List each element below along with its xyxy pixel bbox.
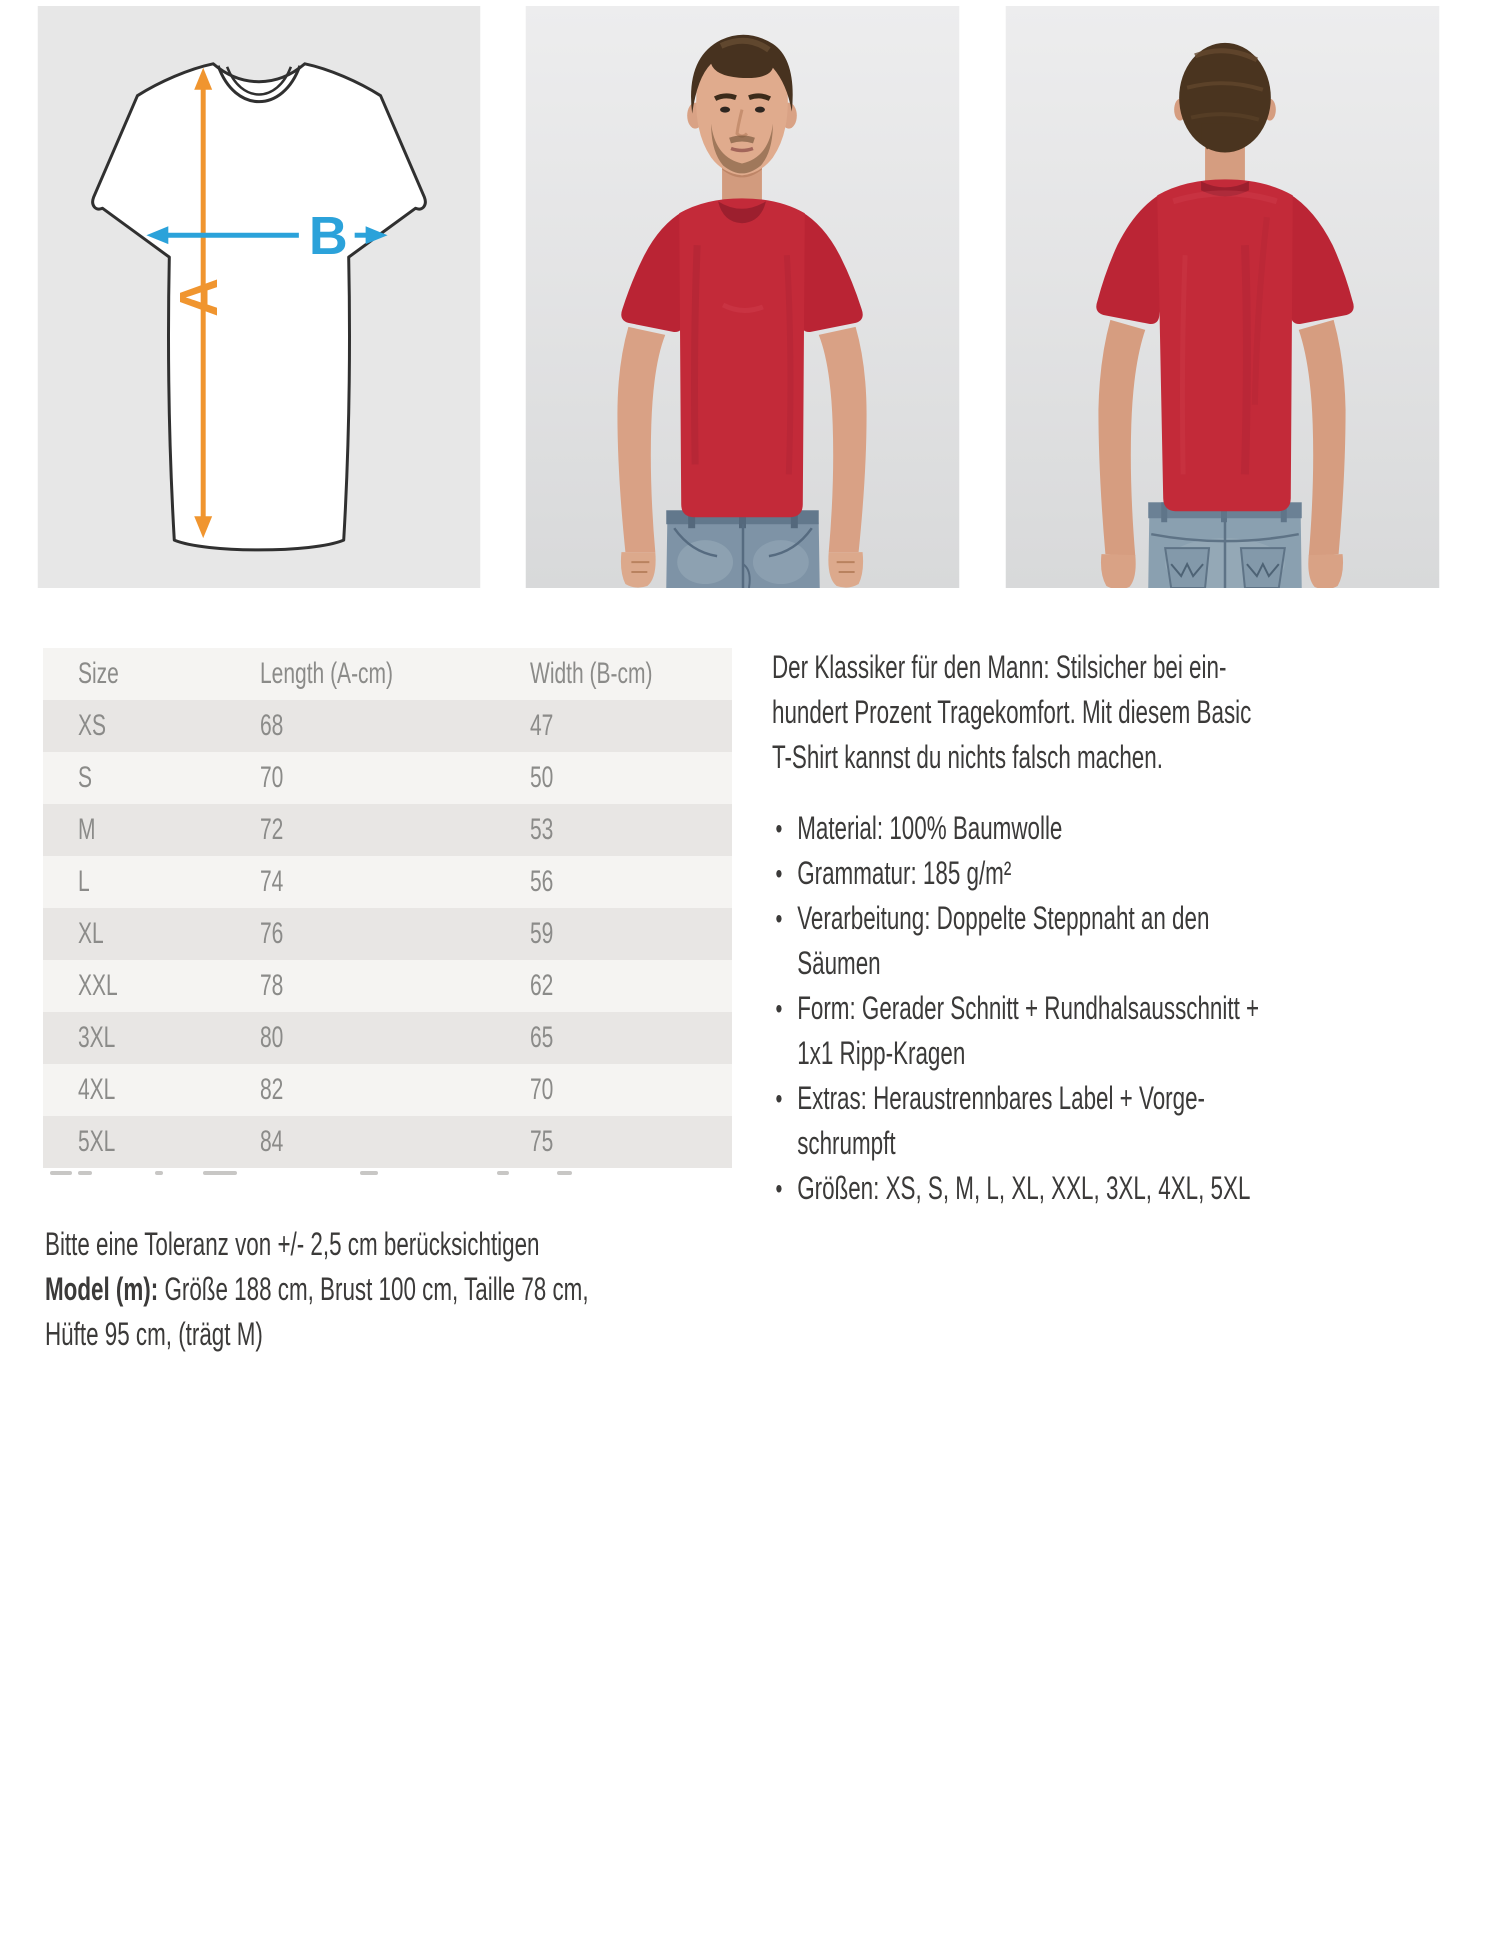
spec-item-extras: • Extras: Heraustrennbares Label + Vorge… bbox=[772, 1076, 1262, 1166]
width-cell: 65 bbox=[530, 1021, 554, 1054]
model-note-text: Größe 188 cm, Brust 100 cm, Taille 78 cm… bbox=[45, 1271, 589, 1352]
pocket-stitch-icon bbox=[1170, 561, 1204, 578]
model-front-illustration bbox=[525, 6, 960, 588]
description-paragraph: Der Klassiker für den Mann: Stilsicher b… bbox=[772, 649, 1252, 775]
product-description: Der Klassiker für den Mann: Stilsicher b… bbox=[772, 645, 1262, 1211]
length-cell: 68 bbox=[260, 709, 284, 742]
spec-text: Größen: XS, S, M, L, XL, XXL, 3XL, 4XL, … bbox=[797, 1170, 1251, 1206]
width-label-b: B bbox=[309, 206, 348, 266]
width-cell: 70 bbox=[530, 1073, 554, 1106]
length-label-a: A bbox=[169, 278, 229, 317]
bullet-icon: • bbox=[775, 1173, 783, 1204]
size-cell: M bbox=[78, 813, 96, 846]
spec-item-groessen: • Größen: XS, S, M, L, XL, XXL, 3XL, 4XL… bbox=[772, 1166, 1262, 1211]
length-cell: 84 bbox=[260, 1125, 284, 1158]
measurement-arrow-a-icon: A bbox=[169, 67, 229, 539]
size-row-3xl: 3XL 80 65 bbox=[43, 1012, 732, 1064]
col-header-width: Width (B-cm) bbox=[530, 648, 732, 700]
size-cell: L bbox=[78, 865, 90, 898]
col-header-label: Length (A-cm) bbox=[260, 657, 394, 690]
size-cell: XS bbox=[78, 709, 107, 742]
spec-list: • Material: 100% Baumwolle • Grammatur: … bbox=[772, 806, 1262, 1211]
size-row-xl: XL 76 59 bbox=[43, 908, 732, 960]
size-cell: XL bbox=[78, 917, 104, 950]
length-cell: 74 bbox=[260, 865, 284, 898]
size-row-xxl: XXL 78 62 bbox=[43, 960, 732, 1012]
bullet-icon: • bbox=[775, 1083, 783, 1114]
length-cell: 78 bbox=[260, 969, 284, 1002]
width-cell: 53 bbox=[530, 813, 554, 846]
bullet-icon: • bbox=[775, 993, 783, 1024]
bullet-icon: • bbox=[775, 858, 783, 889]
width-cell: 50 bbox=[530, 761, 554, 794]
bullet-icon: • bbox=[775, 903, 783, 934]
bullet-icon: • bbox=[775, 813, 783, 844]
width-cell: 75 bbox=[530, 1125, 554, 1158]
spec-text: Material: 100% Baumwolle bbox=[797, 810, 1063, 846]
spec-text: Grammatur: 185 g/m² bbox=[797, 855, 1012, 891]
beard bbox=[711, 123, 773, 174]
col-header-length: Length (A-cm) bbox=[260, 648, 530, 700]
jeans-back bbox=[1148, 502, 1302, 588]
size-cell: S bbox=[78, 761, 93, 794]
length-cell: 76 bbox=[260, 917, 284, 950]
spec-text: Extras: Heraustrennbares Label + Vorge­s… bbox=[797, 1080, 1205, 1161]
hair bbox=[691, 34, 793, 114]
measurement-notes: Bitte eine Toleranz von +/- 2,5 cm berüc… bbox=[45, 1222, 605, 1357]
model-note: Model (m): Größe 188 cm, Brust 100 cm, T… bbox=[45, 1267, 605, 1357]
spec-item-verarbeitung: • Verarbeitung: Doppelte Steppnaht an de… bbox=[772, 896, 1262, 986]
size-table-header-row: Size Length (A-cm) Width (B-cm) bbox=[43, 648, 732, 700]
spec-item-form: • Form: Gerader Schnitt + Rundhalsaussch… bbox=[772, 986, 1262, 1076]
arms bbox=[617, 326, 867, 588]
length-cell: 82 bbox=[260, 1073, 284, 1106]
spec-text: Form: Gerader Schnitt + Rundhalsausschni… bbox=[797, 990, 1260, 1071]
front-model-figure bbox=[617, 34, 867, 588]
spec-item-grammatur: • Grammatur: 185 g/m² bbox=[772, 851, 1262, 896]
size-cell: 3XL bbox=[78, 1021, 116, 1054]
size-row-m: M 72 53 bbox=[43, 804, 732, 856]
jeans-front bbox=[666, 510, 820, 588]
size-row-4xl: 4XL 82 70 bbox=[43, 1064, 732, 1116]
collar-band-line bbox=[225, 66, 293, 96]
size-row-5xl: 5XL 84 75 bbox=[43, 1116, 732, 1168]
size-cell: XXL bbox=[78, 969, 118, 1002]
width-cell: 62 bbox=[530, 969, 554, 1002]
size-row-l: L 74 56 bbox=[43, 856, 732, 908]
model-back-illustration bbox=[1005, 6, 1440, 588]
width-cell: 59 bbox=[530, 917, 554, 950]
model-note-label: Model (m): bbox=[45, 1271, 159, 1307]
tshirt-front bbox=[621, 198, 863, 518]
length-cell: 70 bbox=[260, 761, 284, 794]
length-cell: 72 bbox=[260, 813, 284, 846]
col-header-label: Size bbox=[78, 657, 119, 690]
size-row-s: S 70 50 bbox=[43, 752, 732, 804]
arms bbox=[1098, 319, 1346, 588]
spec-text: Verarbeitung: Doppelte Steppnaht an den … bbox=[797, 900, 1210, 981]
collar-inner-line bbox=[216, 65, 302, 103]
model-front-photo bbox=[525, 6, 960, 588]
spec-item-material: • Material: 100% Baumwolle bbox=[772, 806, 1262, 851]
length-cell: 80 bbox=[260, 1021, 284, 1054]
tshirt-back bbox=[1096, 179, 1354, 512]
size-cell: 4XL bbox=[78, 1073, 116, 1106]
size-cell: 5XL bbox=[78, 1125, 116, 1158]
size-diagram-image: A B bbox=[37, 6, 481, 588]
back-model-figure bbox=[1096, 42, 1354, 588]
tshirt-shape bbox=[91, 62, 427, 552]
width-cell: 47 bbox=[530, 709, 554, 742]
width-cell: 56 bbox=[530, 865, 554, 898]
col-header-size: Size bbox=[43, 648, 260, 700]
tshirt-measurement-diagram: A B bbox=[37, 6, 481, 588]
col-header-label: Width (B-cm) bbox=[530, 657, 653, 690]
tshirt-outline-drawing bbox=[91, 62, 427, 552]
size-row-xs: XS 68 47 bbox=[43, 700, 732, 752]
pocket-stitch-icon bbox=[1246, 561, 1280, 578]
model-back-photo bbox=[1005, 6, 1440, 588]
measurement-arrow-b-icon: B bbox=[146, 206, 388, 266]
tolerance-note: Bitte eine Toleranz von +/- 2,5 cm berüc… bbox=[45, 1226, 540, 1262]
size-table: Size Length (A-cm) Width (B-cm) XS 68 47… bbox=[43, 648, 732, 1168]
